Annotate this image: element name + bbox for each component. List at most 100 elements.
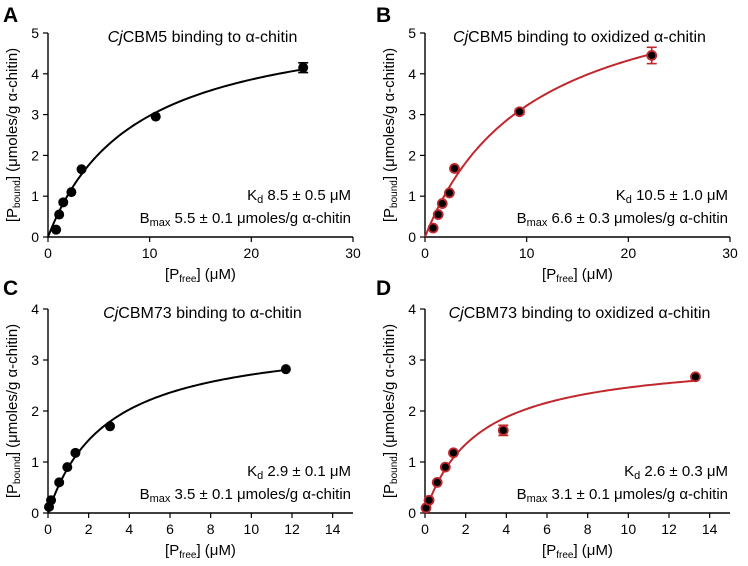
data-point: [443, 187, 455, 199]
panel-b: B 0 1 2 3 4 5 0 10 20 30 [Pfree] (μM) [Pbound] (μmol…: [376, 4, 738, 285]
bmax-annotation: Bmax 6.6 ± 0.3 μmoles/g α-chitin: [517, 210, 728, 229]
panel-letter: D: [376, 277, 391, 300]
data-point: [439, 461, 451, 473]
x-tick-label: 0: [421, 245, 429, 261]
x-axis-label: [Pfree] (μM): [542, 266, 613, 285]
fit-curve: [47, 368, 287, 513]
x-tick-label: 0: [44, 245, 52, 261]
y-tick-label: 3: [31, 107, 39, 123]
x-tick-label: 8: [207, 521, 215, 537]
x-tick-label: 10: [621, 521, 637, 537]
data-point: [432, 209, 444, 220]
x-tick-label: 20: [244, 245, 260, 261]
x-tick-label: 2: [85, 521, 93, 537]
y-tick-label: 1: [408, 454, 416, 470]
data-point: [448, 447, 459, 459]
data-point: [54, 209, 65, 220]
data-point: [427, 222, 439, 234]
kd-annotation: Kd 2.6 ± 0.3 μM: [624, 463, 728, 482]
x-tick-label: 6: [166, 521, 174, 537]
x-tick-label: 30: [722, 245, 738, 261]
bmax-annotation: Bmax 3.1 ± 0.1 μmoles/g α-chitin: [517, 486, 728, 505]
data-point: [58, 197, 69, 208]
x-tick-label: 20: [621, 245, 637, 261]
y-axis-label: [Pbound] (μmoles/g α-chitin): [4, 324, 23, 498]
x-tick-label: 10: [244, 521, 260, 537]
y-tick-label: 5: [31, 25, 39, 41]
x-tick-label: 30: [345, 245, 361, 261]
y-tick-label: 5: [408, 25, 416, 41]
data-point: [514, 106, 525, 118]
kd-annotation: Kd 8.5 ± 0.5 μM: [247, 187, 351, 206]
fit-curve: [424, 52, 652, 238]
panel-letter: C: [3, 277, 18, 300]
x-axis-label: [Pfree] (μM): [165, 542, 236, 561]
x-tick-label: 2: [462, 521, 470, 537]
data-point: [423, 494, 435, 506]
panel-a: A 0 1 2 3 4 5 0 10 20 30 [Pfree] (μM) [Pbound] (μmol…: [3, 4, 361, 285]
fit-curve: [424, 379, 696, 513]
x-tick-label: 10: [142, 245, 158, 261]
y-tick-label: 3: [31, 352, 39, 368]
y-tick-label: 0: [31, 505, 39, 521]
y-tick-label: 0: [408, 229, 416, 245]
data-point: [280, 364, 291, 375]
x-tick-label: 14: [702, 521, 718, 537]
y-axis-label: [Pbound] (μmoles/g α-chitin): [381, 324, 400, 498]
y-tick-label: 0: [408, 505, 416, 521]
chart-title: CjCBM73 binding to oxidized α-chitin: [449, 305, 711, 322]
kd-annotation: Kd 2.9 ± 0.1 μM: [247, 463, 351, 482]
x-tick-label: 0: [44, 521, 52, 537]
y-tick-label: 1: [31, 454, 39, 470]
y-tick-label: 2: [408, 403, 416, 419]
y-tick-label: 3: [408, 107, 416, 123]
x-tick-label: 4: [502, 521, 510, 537]
y-tick-label: 1: [31, 188, 39, 204]
y-axis-label: [Pbound] (μmoles/g α-chitin): [381, 48, 400, 222]
x-tick-label: 12: [661, 521, 677, 537]
data-point: [105, 421, 116, 432]
chart-title: CjCBM5 binding to α-chitin: [108, 29, 298, 46]
bmax-annotation: Bmax 3.5 ± 0.1 μmoles/g α-chitin: [140, 486, 351, 505]
data-point: [150, 111, 161, 122]
y-tick-label: 2: [408, 147, 416, 163]
chart-title: CjCBM73 binding to α-chitin: [103, 305, 302, 322]
y-tick-label: 2: [31, 147, 39, 163]
data-point: [646, 50, 658, 61]
data-point: [46, 495, 57, 506]
y-axis-label: [Pbound] (μmoles/g α-chitin): [4, 48, 23, 222]
x-tick-label: 10: [519, 245, 535, 261]
x-tick-label: 6: [543, 521, 551, 537]
data-point: [70, 447, 81, 458]
y-tick-label: 4: [408, 66, 416, 82]
y-tick-label: 0: [31, 229, 39, 245]
data-point: [54, 477, 65, 488]
data-point: [66, 187, 77, 198]
y-tick-label: 3: [408, 352, 416, 368]
data-point: [51, 224, 62, 235]
data-point: [690, 371, 701, 383]
x-axis-label: [Pfree] (μM): [542, 542, 613, 561]
panel-letter: A: [3, 4, 18, 27]
data-point: [76, 164, 87, 175]
y-tick-label: 2: [31, 403, 39, 419]
x-axis-label: [Pfree] (μM): [165, 266, 236, 285]
y-tick-label: 4: [408, 301, 416, 317]
chart-title: CjCBM5 binding to oxidized α-chitin: [453, 29, 706, 46]
data-point: [449, 163, 460, 174]
y-tick-label: 1: [408, 188, 416, 204]
fit-curve: [47, 68, 304, 238]
data-point: [436, 198, 448, 209]
data-point: [62, 462, 73, 473]
data-point: [298, 62, 309, 73]
x-tick-label: 12: [284, 521, 300, 537]
data-point: [497, 424, 509, 436]
kd-annotation: Kd 10.5 ± 1.0 μM: [616, 187, 728, 206]
panel-letter: B: [376, 4, 391, 27]
data-point: [431, 476, 443, 488]
y-tick-label: 4: [31, 301, 39, 317]
x-tick-label: 0: [421, 521, 429, 537]
